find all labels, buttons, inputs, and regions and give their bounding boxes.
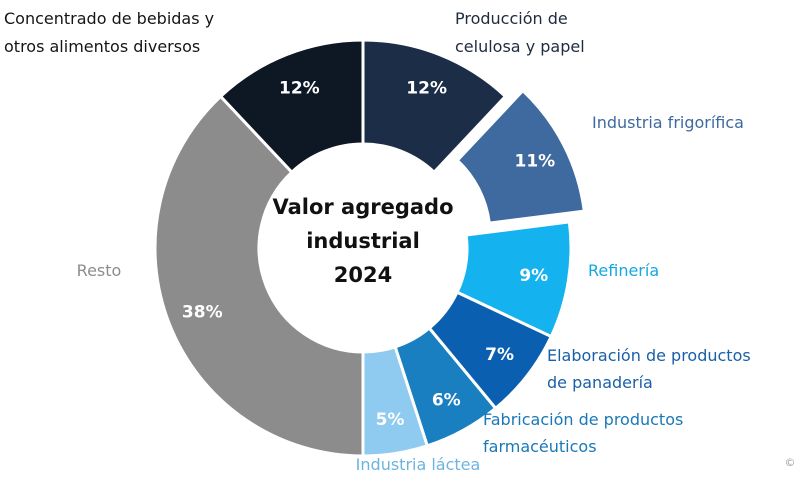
slice-3-category-label-1: Elaboración de productos <box>547 346 751 365</box>
slice-2-value-label: 9% <box>519 266 548 286</box>
slice-7-value-label: 12% <box>279 78 320 98</box>
chart-title-line-3: 2024 <box>334 263 392 287</box>
slice-7-category-label-2: otros alimentos diversos <box>4 37 200 56</box>
corner-mark: © <box>785 456 796 469</box>
slice-1 <box>455 88 586 225</box>
slice-3-category-label-2: de panadería <box>547 373 653 392</box>
slice-7 <box>218 38 365 175</box>
slice-6-category-label-1: Resto <box>77 261 122 280</box>
slice-5-value-label: 5% <box>376 410 405 430</box>
slice-4-value-label: 6% <box>432 390 461 410</box>
slice-0-value-label: 12% <box>406 78 447 98</box>
slice-0 <box>361 38 508 175</box>
slice-0-category-label-1: Producción de <box>455 9 568 28</box>
slice-6-value-label: 38% <box>182 303 223 323</box>
slice-1-value-label: 11% <box>515 151 556 171</box>
slice-7-category-label-1: Concentrado de bebidas y <box>4 9 214 28</box>
slice-6 <box>153 94 365 458</box>
chart-title: Valor agregado industrial 2024 <box>272 195 453 287</box>
slice-4-category-label-2: farmacéuticos <box>483 437 597 456</box>
slice-5-category-label-1: Industria láctea <box>356 455 481 474</box>
slice-3-value-label: 7% <box>485 345 514 365</box>
chart-title-line-2: industrial <box>306 229 420 253</box>
slice-0-category-label-2: celulosa y papel <box>455 37 585 56</box>
slice-2-category-label-1: Refinería <box>588 261 659 280</box>
slice-1-category-label-1: Industria frigorífica <box>592 113 744 132</box>
slice-4-category-label-1: Fabricación de productos <box>483 410 683 429</box>
chart-title-line-1: Valor agregado <box>272 195 453 219</box>
